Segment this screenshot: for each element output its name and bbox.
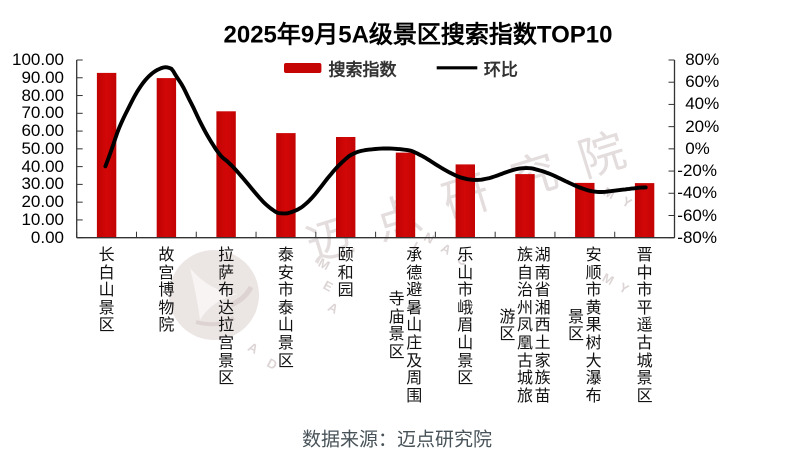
svg-text:A: A <box>325 299 341 317</box>
svg-text:A: A <box>438 240 454 258</box>
svg-text:Y: Y <box>617 279 632 296</box>
svg-text:Y: Y <box>620 193 635 210</box>
svg-text:E: E <box>321 277 336 294</box>
svg-text:院: 院 <box>572 123 631 186</box>
svg-text:A: A <box>245 339 261 357</box>
svg-text:I: I <box>410 239 420 254</box>
